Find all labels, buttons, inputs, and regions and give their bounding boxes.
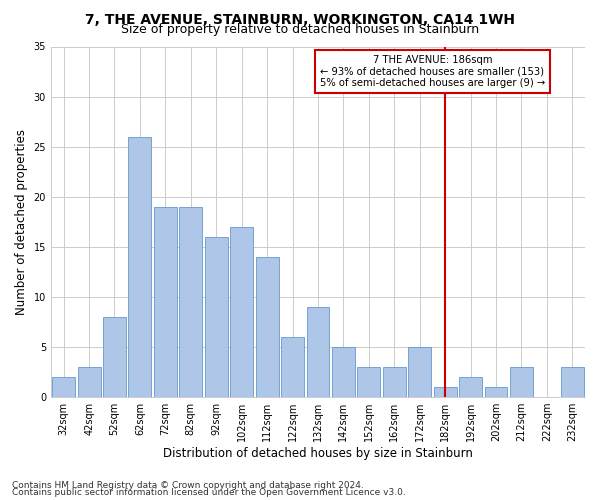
Bar <box>408 347 431 397</box>
Text: Contains public sector information licensed under the Open Government Licence v3: Contains public sector information licen… <box>12 488 406 497</box>
Bar <box>307 307 329 397</box>
Bar <box>383 367 406 397</box>
Bar <box>77 367 101 397</box>
Text: 7, THE AVENUE, STAINBURN, WORKINGTON, CA14 1WH: 7, THE AVENUE, STAINBURN, WORKINGTON, CA… <box>85 12 515 26</box>
Text: Size of property relative to detached houses in Stainburn: Size of property relative to detached ho… <box>121 22 479 36</box>
Bar <box>230 227 253 397</box>
Bar <box>205 237 227 397</box>
Bar <box>281 337 304 397</box>
Bar <box>358 367 380 397</box>
Bar <box>459 377 482 397</box>
X-axis label: Distribution of detached houses by size in Stainburn: Distribution of detached houses by size … <box>163 447 473 460</box>
Bar <box>561 367 584 397</box>
Bar <box>485 387 508 397</box>
Text: Contains HM Land Registry data © Crown copyright and database right 2024.: Contains HM Land Registry data © Crown c… <box>12 480 364 490</box>
Bar <box>103 317 126 397</box>
Bar <box>332 347 355 397</box>
Bar <box>510 367 533 397</box>
Bar <box>434 387 457 397</box>
Bar <box>256 257 278 397</box>
Bar <box>179 207 202 397</box>
Text: 7 THE AVENUE: 186sqm
← 93% of detached houses are smaller (153)
5% of semi-detac: 7 THE AVENUE: 186sqm ← 93% of detached h… <box>320 54 545 88</box>
Bar <box>154 207 177 397</box>
Y-axis label: Number of detached properties: Number of detached properties <box>15 129 28 315</box>
Bar <box>128 136 151 397</box>
Bar <box>52 377 75 397</box>
